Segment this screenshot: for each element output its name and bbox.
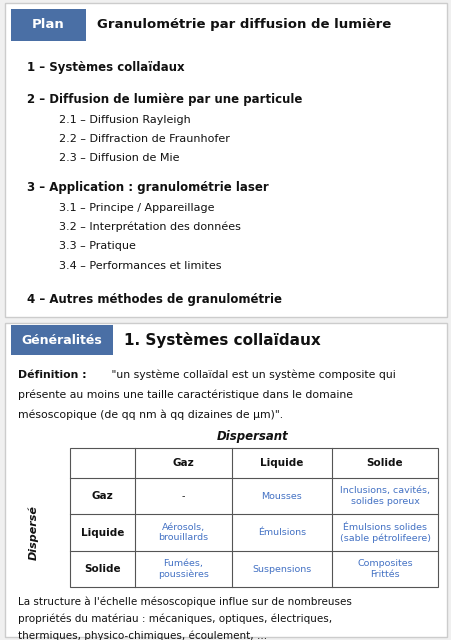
Text: Dispersé: Dispersé (28, 505, 39, 560)
Text: 2.3 – Diffusion de Mie: 2.3 – Diffusion de Mie (59, 154, 179, 163)
Text: 3 – Application : granulométrie laser: 3 – Application : granulométrie laser (27, 180, 268, 194)
Text: 1. Systèmes collaïdaux: 1. Systèmes collaïdaux (124, 332, 320, 348)
Bar (70, 448, 437, 588)
Text: Gaz: Gaz (172, 458, 194, 468)
FancyBboxPatch shape (11, 8, 86, 40)
Text: Inclusions, cavités,
solides poreux: Inclusions, cavités, solides poreux (339, 486, 429, 506)
Text: Liquide: Liquide (80, 527, 124, 538)
Text: Plan: Plan (32, 18, 65, 31)
FancyBboxPatch shape (11, 325, 113, 355)
Text: Composites
Frittés: Composites Frittés (356, 559, 412, 579)
Text: Aérosols,
brouillards: Aérosols, brouillards (158, 523, 208, 542)
Text: propriétés du matériau : mécaniques, optiques, électriques,: propriétés du matériau : mécaniques, opt… (18, 613, 331, 624)
Text: Généralités: Généralités (22, 333, 102, 346)
Text: Suspensions: Suspensions (252, 564, 311, 573)
Text: Liquide: Liquide (260, 458, 303, 468)
FancyBboxPatch shape (5, 323, 446, 637)
Text: Définition :: Définition : (18, 370, 87, 380)
Text: présente au moins une taille caractéristique dans le domaine: présente au moins une taille caractérist… (18, 390, 352, 400)
Text: Fumées,
poussières: Fumées, poussières (157, 559, 208, 579)
Text: Émulsions: Émulsions (257, 528, 305, 537)
Text: Solide: Solide (84, 564, 120, 574)
Text: -: - (181, 492, 184, 500)
Text: 4 – Autres méthodes de granulométrie: 4 – Autres méthodes de granulométrie (27, 292, 281, 306)
Text: La structure à l'échelle mésoscopique influe sur de nombreuses: La structure à l'échelle mésoscopique in… (18, 596, 351, 607)
Text: 3.4 – Performances et limites: 3.4 – Performances et limites (59, 260, 221, 271)
Text: 3.3 – Pratique: 3.3 – Pratique (59, 241, 135, 252)
Text: Dispersant: Dispersant (217, 430, 288, 444)
Text: 3.1 – Principe / Appareillage: 3.1 – Principe / Appareillage (59, 203, 214, 213)
Text: Solide: Solide (366, 458, 402, 468)
Text: 3.2 – Interprétation des données: 3.2 – Interprétation des données (59, 222, 240, 232)
Text: 1 – Systèmes collaïdaux: 1 – Systèmes collaïdaux (27, 61, 184, 74)
Text: "un système collaïdal est un système composite qui: "un système collaïdal est un système com… (108, 370, 396, 380)
FancyBboxPatch shape (5, 3, 446, 317)
Text: 2.1 – Diffusion Rayleigh: 2.1 – Diffusion Rayleigh (59, 115, 190, 125)
Text: Gaz: Gaz (91, 491, 113, 501)
Text: Granulométrie par diffusion de lumière: Granulométrie par diffusion de lumière (97, 18, 391, 31)
Text: Émulsions solides
(sable pétrolifeere): Émulsions solides (sable pétrolifeere) (339, 523, 429, 543)
Text: Mousses: Mousses (261, 492, 302, 500)
Text: thermiques, physico-chimiques, écoulement, …: thermiques, physico-chimiques, écoulemen… (18, 630, 267, 640)
Text: 2 – Diffusion de lumière par une particule: 2 – Diffusion de lumière par une particu… (27, 93, 302, 106)
Text: mésoscopique (de qq nm à qq dizaines de μm)".: mésoscopique (de qq nm à qq dizaines de … (18, 410, 283, 420)
Text: 2.2 – Diffraction de Fraunhofer: 2.2 – Diffraction de Fraunhofer (59, 134, 229, 144)
